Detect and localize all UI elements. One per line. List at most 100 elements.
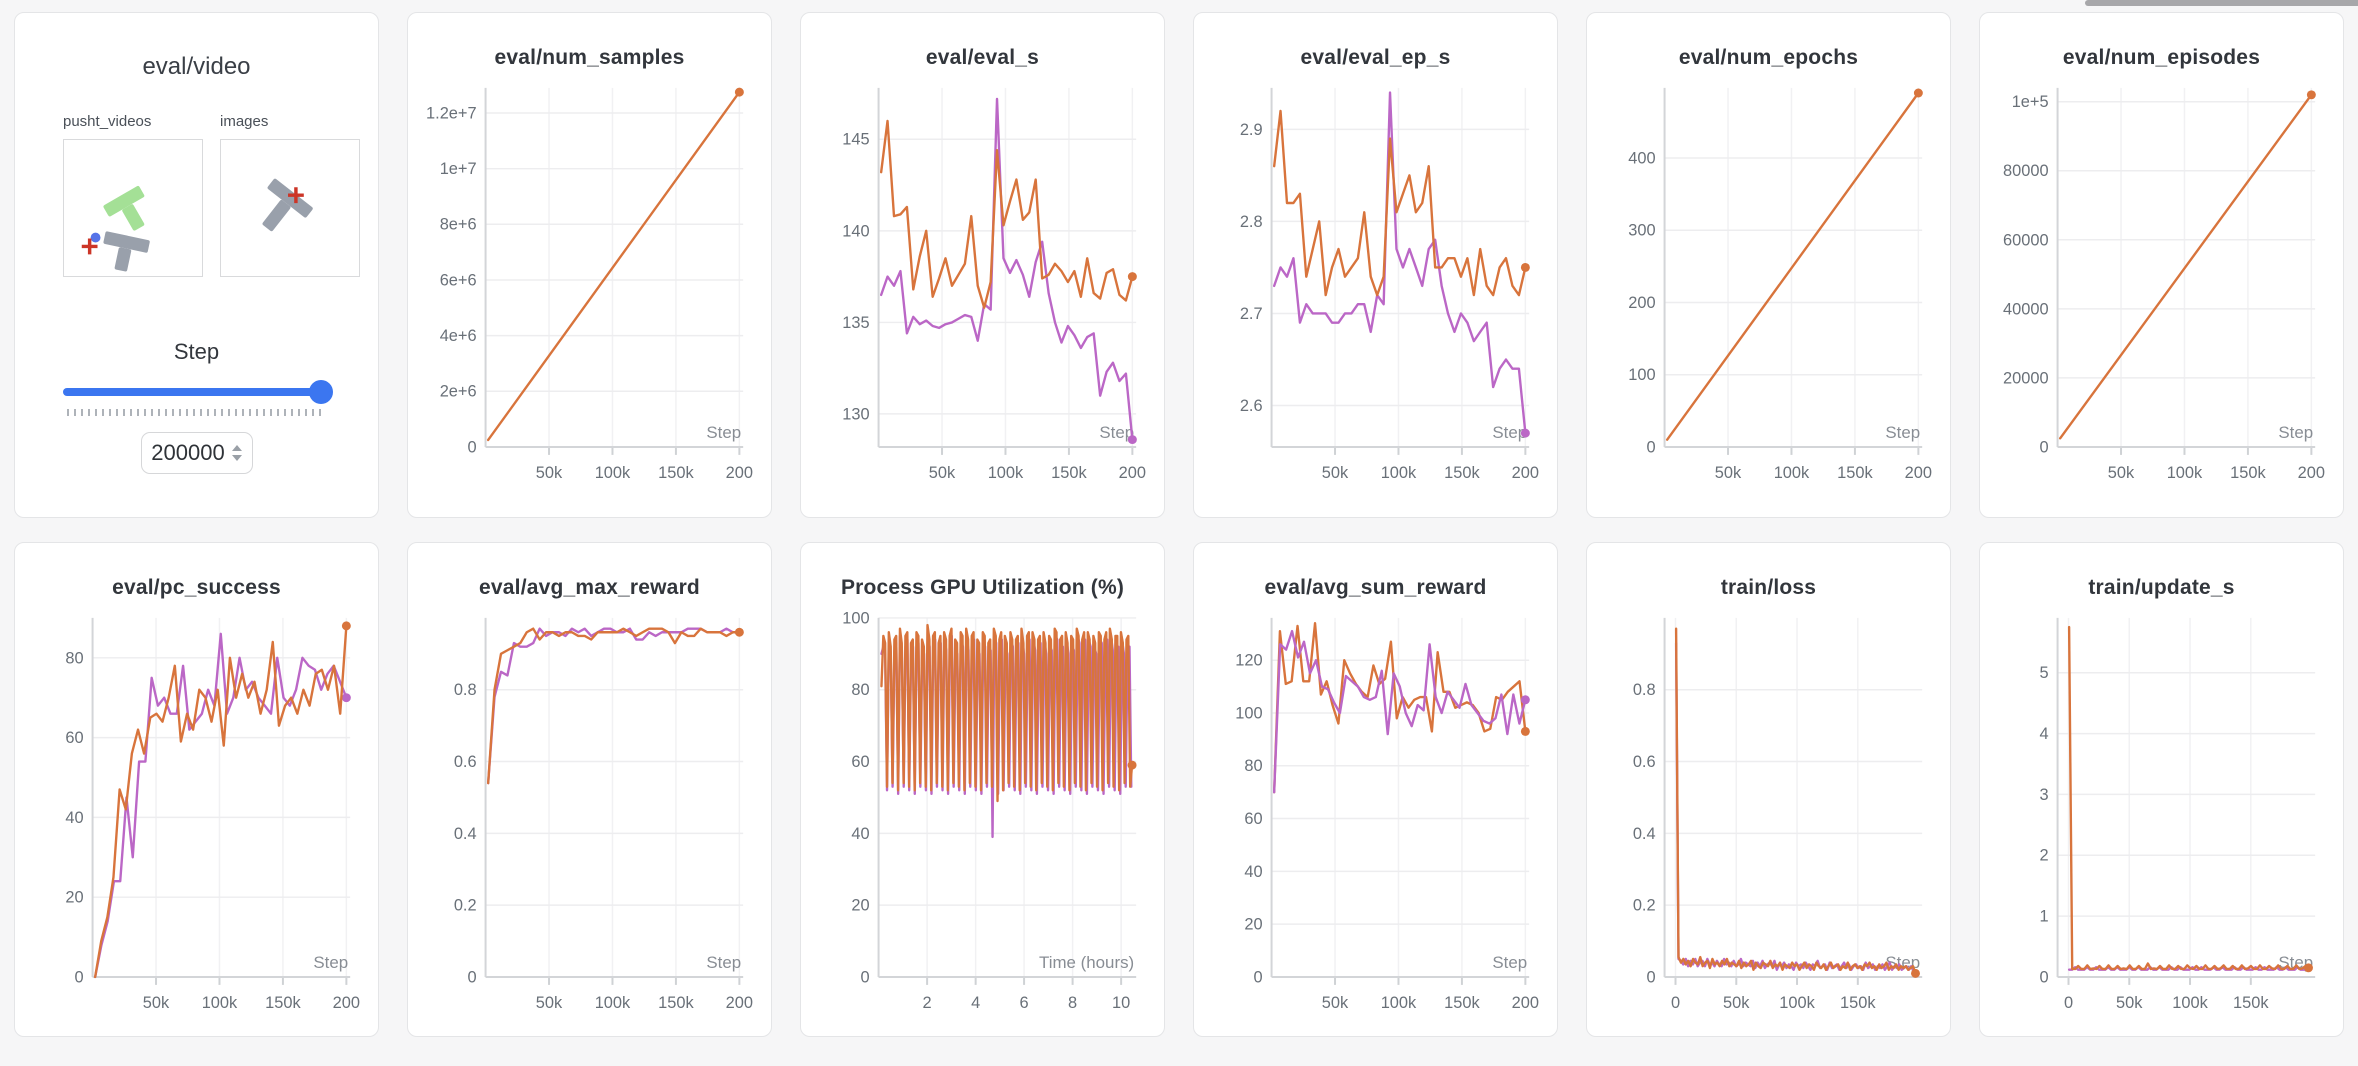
svg-text:0.6: 0.6 [1633, 753, 1656, 771]
svg-text:50k: 50k [1715, 464, 1742, 482]
chart-canvas[interactable]: 50k 100k 150k 200 0 20000 40000 60000 80000 1e+5 S… [1980, 76, 2343, 502]
chart-canvas[interactable]: 50k 100k 150k 200 0 20 40 60 80 100 120 Step [1194, 606, 1557, 1032]
svg-text:200: 200 [333, 994, 360, 1012]
svg-text:60: 60 [851, 753, 869, 771]
svg-text:0: 0 [468, 968, 477, 986]
svg-text:Step: Step [1492, 953, 1527, 972]
svg-text:Step: Step [706, 423, 741, 442]
slider-thumb[interactable] [309, 380, 333, 404]
svg-text:50k: 50k [2116, 994, 2143, 1012]
svg-text:100k: 100k [595, 994, 631, 1012]
svg-text:145: 145 [842, 131, 869, 149]
svg-text:0.4: 0.4 [1633, 825, 1656, 843]
svg-text:150k: 150k [658, 464, 694, 482]
svg-text:0.6: 0.6 [454, 753, 477, 771]
svg-text:200: 200 [726, 994, 753, 1012]
svg-text:20: 20 [1244, 916, 1262, 934]
step-value[interactable]: 200000 [151, 440, 225, 465]
svg-text:0.8: 0.8 [454, 681, 477, 699]
svg-text:140: 140 [842, 222, 869, 240]
increment-icon[interactable] [231, 445, 242, 451]
panel-title: eval/video [142, 53, 251, 80]
svg-text:0.4: 0.4 [454, 825, 477, 843]
svg-text:200: 200 [1628, 294, 1655, 312]
step-input[interactable]: 200000 [140, 432, 253, 474]
chart-title: eval/avg_max_reward [479, 576, 700, 599]
svg-text:20000: 20000 [2003, 369, 2049, 387]
svg-text:60000: 60000 [2003, 231, 2049, 249]
svg-text:4e+6: 4e+6 [440, 327, 477, 345]
svg-text:0: 0 [1647, 968, 1656, 986]
slider-tick-marks [67, 409, 322, 416]
chart-title: train/loss [1720, 576, 1817, 599]
horizontal-scrollbar[interactable] [2085, 0, 2358, 6]
svg-text:50k: 50k [143, 994, 170, 1012]
pusht-scene-image [81, 186, 150, 272]
svg-text:10: 10 [1112, 994, 1130, 1012]
svg-text:2: 2 [2040, 847, 2049, 865]
panel-eval-avg-sum-reward: eval/avg_sum_reward 50k 100k 150k 200 0 20 40 6… [1193, 542, 1558, 1037]
svg-text:150k: 150k [1444, 994, 1480, 1012]
svg-text:50k: 50k [929, 464, 956, 482]
chart-canvas[interactable]: 50k 100k 150k 200 0 20 40 60 80 Step [15, 606, 378, 1032]
svg-text:150k: 150k [1840, 994, 1876, 1012]
svg-text:0: 0 [75, 968, 84, 986]
chart-canvas[interactable]: 50k 100k 150k 200 0 2e+6 4e+6 6e+6 8e+6 1e+7 1.2e+… [408, 76, 771, 502]
chart-title: eval/pc_success [112, 576, 281, 599]
step-stepper[interactable] [231, 445, 242, 461]
panel-eval-eval-s: eval/eval_s 50k 100k 150k 200 130 135 140 145 St… [800, 12, 1165, 518]
media-label: images [220, 113, 269, 130]
svg-text:200: 200 [2298, 464, 2325, 482]
pusht-video-thumbnail[interactable] [63, 139, 203, 277]
svg-text:2.8: 2.8 [1240, 213, 1263, 231]
svg-text:Step: Step [2278, 423, 2313, 442]
panel-eval-num-epochs: eval/num_epochs 50k 100k 150k 200 0 100 200 300… [1586, 12, 1951, 518]
svg-text:100k: 100k [1381, 994, 1417, 1012]
svg-text:0: 0 [861, 968, 870, 986]
svg-text:1e+5: 1e+5 [2012, 93, 2049, 111]
svg-text:100k: 100k [1779, 994, 1815, 1012]
svg-text:Step: Step [1885, 423, 1920, 442]
svg-text:0: 0 [2064, 994, 2073, 1012]
media-item-images: images [220, 113, 360, 277]
panel-eval-num-episodes: eval/num_episodes 50k 100k 150k 200 0 20000 40… [1979, 12, 2344, 518]
chart-title: Process GPU Utilization (%) [840, 576, 1125, 599]
svg-text:0: 0 [1254, 968, 1263, 986]
svg-text:100k: 100k [1774, 464, 1810, 482]
svg-text:20: 20 [851, 897, 869, 915]
panel-eval-num-samples: eval/num_samples 50k 100k 150k 200 0 2e+6 4e+6… [407, 12, 772, 518]
svg-text:80: 80 [851, 681, 869, 699]
svg-text:80: 80 [65, 649, 83, 667]
svg-text:60: 60 [1244, 810, 1262, 828]
chart-title: eval/num_samples [494, 46, 685, 69]
images-thumbnail[interactable] [220, 139, 360, 277]
svg-text:1e+7: 1e+7 [440, 160, 477, 178]
svg-text:2: 2 [923, 994, 932, 1012]
media-label: pusht_videos [63, 113, 152, 130]
svg-text:1.2e+7: 1.2e+7 [426, 104, 477, 122]
svg-text:5: 5 [2040, 664, 2049, 682]
svg-text:1: 1 [2040, 908, 2049, 926]
panel-gpu-utilization: Process GPU Utilization (%) 2 4 6 8 10 0 20 40 6… [800, 542, 1165, 1037]
chart-canvas[interactable]: 50k 100k 150k 200 0 0.2 0.4 0.6 0.8 Step [408, 606, 771, 1032]
chart-title: eval/eval_s [925, 46, 1040, 69]
decrement-icon[interactable] [231, 455, 242, 461]
chart-canvas[interactable]: 50k 100k 150k 200 0 100 200 300 400 Step [1587, 76, 1950, 502]
svg-text:Step: Step [313, 953, 348, 972]
svg-text:3: 3 [2040, 786, 2049, 804]
media-item-pusht-videos: pusht_videos [63, 113, 203, 277]
svg-text:100k: 100k [595, 464, 631, 482]
slider-track[interactable] [63, 388, 330, 396]
svg-text:0.8: 0.8 [1633, 681, 1656, 699]
chart-title: eval/eval_ep_s [1300, 46, 1451, 69]
chart-canvas[interactable]: 50k 100k 150k 200 2.6 2.7 2.8 2.9 Step [1194, 76, 1557, 502]
chart-canvas[interactable]: 50k 100k 150k 200 130 135 140 145 Step [801, 76, 1164, 502]
svg-text:4: 4 [971, 994, 980, 1012]
svg-text:100: 100 [1235, 704, 1262, 722]
svg-text:20: 20 [65, 889, 83, 907]
step-slider[interactable] [63, 380, 333, 404]
svg-text:50k: 50k [536, 464, 563, 482]
